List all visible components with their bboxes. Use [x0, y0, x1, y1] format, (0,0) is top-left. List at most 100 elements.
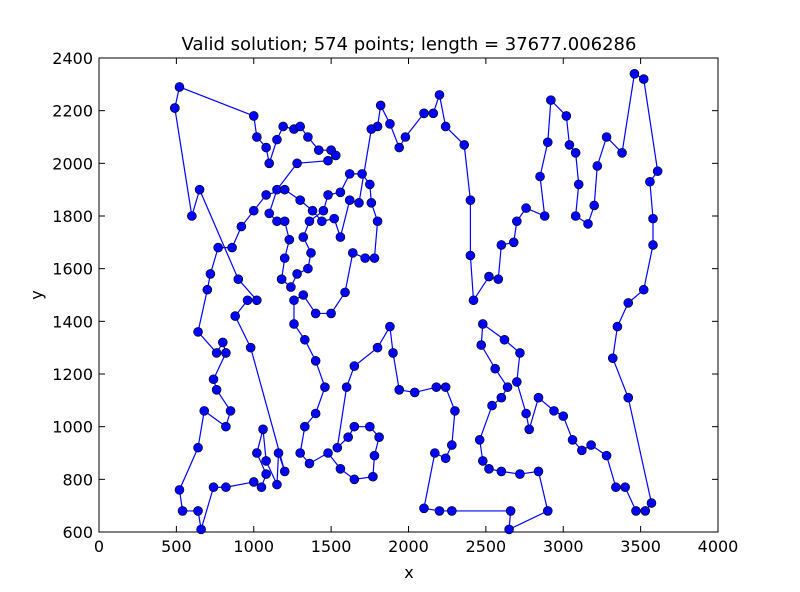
point: [515, 348, 525, 358]
point: [298, 232, 309, 242]
point: [177, 506, 188, 516]
point: [515, 469, 525, 479]
point: [272, 479, 282, 490]
point: [521, 203, 531, 213]
x-tick-label: 500: [161, 537, 192, 556]
point: [360, 253, 370, 263]
point: [295, 195, 305, 205]
point: [208, 482, 219, 493]
point: [335, 463, 346, 474]
point: [648, 240, 658, 250]
point: [394, 142, 405, 153]
point: [330, 150, 341, 161]
point: [430, 448, 440, 458]
point: [409, 387, 420, 398]
point: [577, 445, 587, 456]
x-tick-label: 2000: [388, 537, 429, 556]
point: [542, 506, 553, 516]
point: [303, 132, 313, 142]
point: [349, 421, 360, 432]
point: [307, 205, 318, 216]
point: [447, 506, 457, 516]
point: [586, 440, 596, 450]
point: [264, 208, 275, 219]
point: [213, 242, 223, 253]
point: [521, 408, 531, 419]
point: [546, 95, 556, 105]
point: [366, 198, 377, 208]
point: [487, 400, 497, 411]
point: [564, 140, 575, 150]
point: [318, 205, 329, 216]
point: [499, 334, 510, 345]
point: [343, 432, 353, 443]
point: [174, 485, 185, 495]
point: [248, 205, 259, 216]
point: [252, 132, 262, 142]
point: [440, 453, 451, 464]
point: [349, 474, 360, 485]
point: [310, 408, 321, 419]
point: [248, 111, 259, 121]
point: [211, 384, 222, 395]
point: [317, 216, 327, 227]
point: [638, 284, 649, 295]
point: [300, 334, 310, 345]
point: [419, 503, 429, 514]
point: [248, 477, 259, 487]
point: [289, 319, 299, 329]
point: [533, 392, 544, 403]
point: [539, 211, 550, 221]
y-tick-label: 2400: [52, 49, 93, 68]
point: [365, 421, 375, 432]
point: [295, 121, 305, 132]
point: [357, 169, 367, 179]
point: [394, 384, 405, 395]
point: [440, 121, 451, 132]
point: [233, 274, 244, 285]
point: [477, 456, 488, 466]
point: [372, 342, 383, 353]
point: [450, 406, 460, 416]
point: [476, 340, 487, 350]
point: [477, 319, 488, 329]
point: [332, 442, 343, 453]
point: [558, 411, 569, 421]
point: [258, 424, 268, 435]
point: [273, 448, 284, 458]
point: [225, 406, 236, 416]
point: [592, 161, 603, 171]
y-tick-label: 1400: [52, 312, 93, 331]
point: [211, 348, 222, 358]
point: [465, 195, 476, 205]
x-tick-label: 1500: [311, 537, 352, 556]
y-tick-label: 800: [62, 470, 93, 489]
point: [221, 421, 231, 432]
y-tick-label: 2000: [52, 154, 93, 173]
point: [252, 448, 262, 458]
point: [245, 342, 256, 353]
point: [329, 213, 340, 224]
x-tick-label: 1000: [233, 537, 274, 556]
point: [264, 158, 275, 169]
point: [490, 363, 500, 374]
point: [385, 119, 395, 129]
point: [366, 124, 377, 134]
point: [354, 198, 364, 208]
point: [368, 471, 378, 482]
y-axis-label: y: [27, 290, 46, 299]
point: [561, 111, 572, 121]
point: [369, 253, 380, 263]
point: [638, 74, 649, 84]
x-tick-label: 3500: [620, 537, 661, 556]
point: [623, 298, 634, 308]
point: [652, 166, 663, 177]
point: [279, 216, 290, 227]
point: [375, 100, 386, 111]
point: [323, 190, 333, 200]
point: [304, 216, 315, 227]
point: [341, 382, 352, 392]
point: [187, 211, 197, 221]
point: [340, 287, 350, 298]
